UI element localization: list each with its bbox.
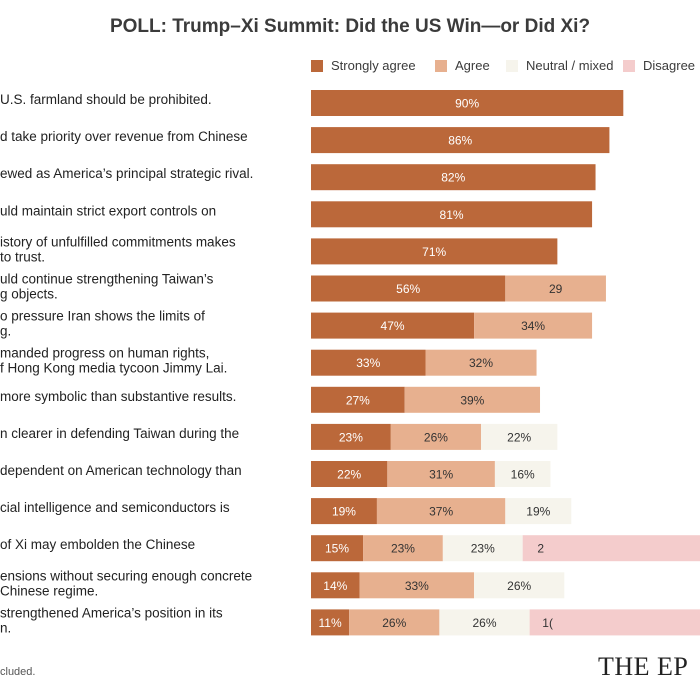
category-label: uld maintain strict export controls on <box>0 203 216 218</box>
data-label-strongly-agree: 82% <box>441 171 465 185</box>
category-label: ewed as America’s principal strategic ri… <box>0 166 253 181</box>
publisher-logo: THE EP <box>598 652 689 681</box>
legend-swatch-agree <box>435 60 447 72</box>
bar-segment-neutral-mixed <box>439 609 530 636</box>
data-label-strongly-agree: 71% <box>422 245 446 259</box>
bar-segment-strongly-agree <box>311 275 506 302</box>
data-label-strongly-agree: 22% <box>337 468 361 482</box>
legend-label-neutral: Neutral / mixed <box>526 58 614 73</box>
data-label-strongly-agree: 14% <box>323 579 347 593</box>
data-label-strongly-agree: 23% <box>339 430 363 444</box>
category-label: strengthened America’s position in its n. <box>0 605 223 635</box>
footnote: cluded. <box>0 666 36 678</box>
bar-segment-strongly-agree <box>311 349 426 376</box>
bar-segment-disagree <box>529 609 700 636</box>
bar-segment-agree <box>376 498 506 525</box>
category-label: ensions without securing enough concrete… <box>0 568 252 598</box>
data-label-strongly-agree: 15% <box>325 542 349 556</box>
bar-segment-neutral-mixed <box>442 535 523 562</box>
legend-label-agree: Agree <box>455 58 490 73</box>
category-label: uld continue strengthening Taiwan’s g obj… <box>0 272 214 302</box>
data-label-strongly-agree: 27% <box>346 393 370 407</box>
data-label-neutral-mixed: 23% <box>471 542 495 556</box>
category-label: U.S. farmland should be prohibited. <box>0 92 212 107</box>
bar-segment-strongly-agree <box>311 201 593 228</box>
data-label-neutral-mixed: 26% <box>472 616 496 630</box>
bar-segment-strongly-agree <box>311 90 624 116</box>
category-label: more symbolic than substantive results. <box>0 389 236 404</box>
data-label-strongly-agree: 90% <box>455 97 479 111</box>
data-label-strongly-agree: 56% <box>396 282 420 296</box>
bar-segment-agree <box>505 275 606 302</box>
legend-swatch-neutral <box>506 60 518 72</box>
data-label-agree: 29 <box>549 282 563 296</box>
bar-segment-agree <box>404 386 541 413</box>
category-label: manded progress on human rights, f Hong K… <box>0 346 227 376</box>
data-label-agree: 32% <box>469 356 493 370</box>
data-label-strongly-agree: 19% <box>332 505 356 519</box>
bar-segment-strongly-agree <box>311 535 364 562</box>
data-label-neutral-mixed: 22% <box>507 430 531 444</box>
category-label: istory of unfulfilled commitments makes t… <box>0 234 236 264</box>
legend-swatch-disagree <box>623 60 635 72</box>
bar-segment-neutral-mixed <box>505 498 572 525</box>
bar-segment-agree <box>359 572 475 599</box>
data-label-disagree: 2 <box>537 542 544 556</box>
bar-segment-agree <box>425 349 537 376</box>
data-label-agree: 23% <box>391 542 415 556</box>
data-label-agree: 31% <box>429 468 453 482</box>
bar-segment-strongly-agree <box>311 423 391 450</box>
data-label-disagree: 1( <box>542 616 553 630</box>
data-label-neutral-mixed: 19% <box>526 505 550 519</box>
bar-segment-agree <box>387 461 495 487</box>
bar-segment-agree <box>474 312 593 339</box>
category-label: dependent on American technology than <box>0 463 242 478</box>
category-label: of Xi may embolden the Chinese <box>0 537 195 552</box>
category-label: d take priority over revenue from Chines… <box>0 129 248 144</box>
data-label-agree: 26% <box>382 616 406 630</box>
legend-label-disagree: Disagree <box>643 58 696 73</box>
data-label-neutral-mixed: 16% <box>511 468 535 482</box>
bar-segment-strongly-agree <box>311 498 377 525</box>
data-label-neutral-mixed: 26% <box>507 579 531 593</box>
legend-swatch-strongly-agree <box>311 60 323 72</box>
chart-legend: Strongly agree Agree Neutral / mixed Dis… <box>311 58 700 74</box>
category-label: n clearer in defending Taiwan during the <box>0 426 239 441</box>
bar-segment-strongly-agree <box>311 312 475 339</box>
bar-segment-strongly-agree <box>311 609 350 636</box>
bar-segment-strongly-agree <box>311 461 388 487</box>
category-label: o pressure Iran shows the limits of g. <box>0 309 205 339</box>
data-label-strongly-agree: 81% <box>440 208 464 222</box>
data-label-agree: 26% <box>424 430 448 444</box>
data-label-agree: 37% <box>429 505 453 519</box>
bar-segment-agree <box>349 609 440 636</box>
bar-segment-strongly-agree <box>311 386 405 413</box>
bar-segment-neutral-mixed <box>494 461 551 487</box>
chart-title: POLL: Trump–Xi Summit: Did the US Win—or… <box>109 16 591 37</box>
bar-segment-agree <box>363 535 443 562</box>
bar-segment-disagree <box>522 535 700 562</box>
bar-segment-strongly-agree <box>311 127 610 154</box>
bar-segment-strongly-agree <box>311 164 596 191</box>
bar-segment-neutral-mixed <box>481 423 558 450</box>
data-label-strongly-agree: 33% <box>356 356 380 370</box>
bar-segment-agree <box>390 423 482 450</box>
bar-segment-strongly-agree <box>311 238 558 265</box>
data-label-strongly-agree: 47% <box>381 319 405 333</box>
legend-label-strongly-agree: Strongly agree <box>331 58 416 73</box>
data-label-agree: 39% <box>460 393 484 407</box>
bar-segment-neutral-mixed <box>474 572 565 599</box>
data-label-agree: 34% <box>521 319 545 333</box>
data-label-agree: 33% <box>405 579 429 593</box>
bar-segment-strongly-agree <box>311 572 360 599</box>
data-label-strongly-agree: 86% <box>448 134 472 148</box>
data-label-strongly-agree: 11% <box>319 616 342 630</box>
category-label: cial intelligence and semiconductors is <box>0 500 230 515</box>
